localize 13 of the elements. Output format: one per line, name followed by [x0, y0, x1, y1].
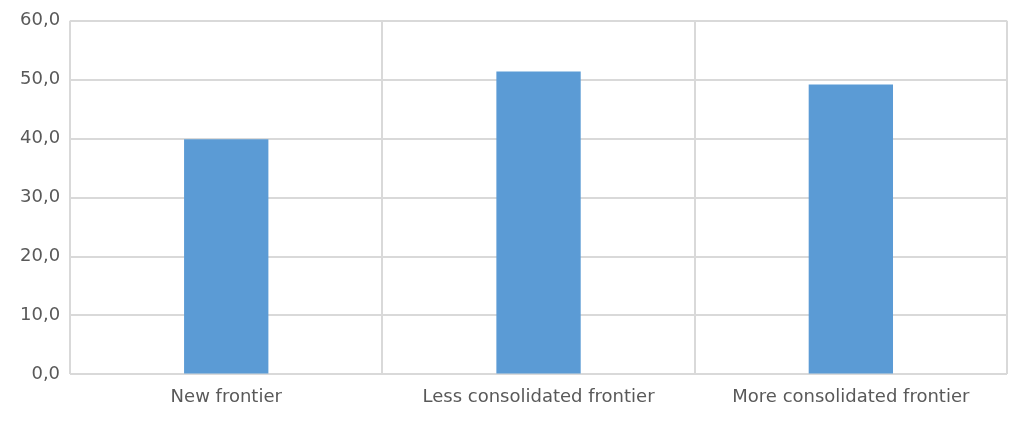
y-tick-label: 50,0 — [20, 67, 61, 89]
x-tick-label: Less consolidated frontier — [422, 384, 656, 406]
bar — [808, 84, 894, 374]
bar — [184, 139, 269, 374]
y-tick-label: 0,0 — [31, 362, 61, 384]
x-tick-label: More consolidated frontier — [732, 384, 970, 406]
y-tick-label: 20,0 — [20, 244, 61, 266]
bar — [496, 71, 581, 374]
y-tick-label: 30,0 — [20, 185, 61, 207]
y-tick-label: 40,0 — [20, 126, 61, 148]
y-tick-label: 60,0 — [20, 8, 61, 30]
x-tick-label: New frontier — [170, 384, 283, 406]
y-tick-label: 10,0 — [20, 303, 61, 325]
